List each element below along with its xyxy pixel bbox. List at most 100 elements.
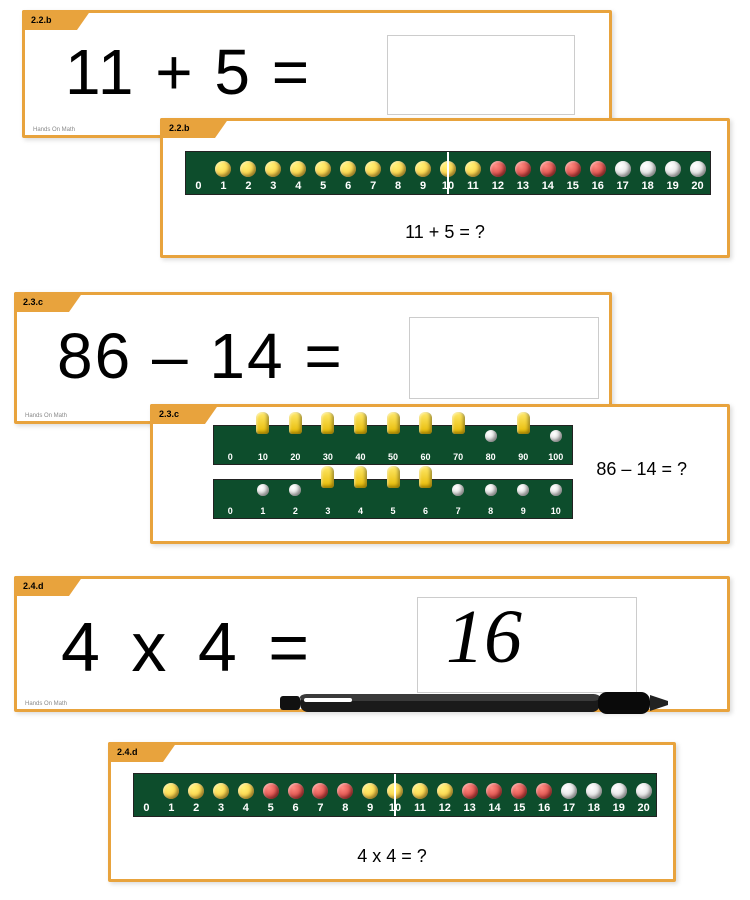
bead-yellow: [437, 783, 453, 799]
bead-red: [312, 783, 328, 799]
bead-white: [289, 484, 301, 496]
bead-white: [636, 783, 652, 799]
answer-box[interactable]: [409, 317, 599, 399]
footer-brand: Hands On Math: [25, 413, 67, 419]
abacus-label: 15: [513, 802, 525, 814]
abacus-label: 8: [488, 506, 493, 516]
footer-brand: Hands On Math: [25, 701, 67, 707]
abacus-label: 5: [268, 802, 274, 814]
bead-red: [490, 161, 506, 177]
abacus-label: 5: [320, 180, 326, 192]
sub-equation: 11 + 5 = ?: [163, 222, 727, 243]
abacus-label: 16: [538, 802, 550, 814]
bead-yellow: [240, 161, 256, 177]
abacus-label: 9: [420, 180, 426, 192]
footer-brand: Hands On Math: [33, 127, 75, 133]
abacus-label: 20: [290, 452, 300, 462]
bead-yellow: [265, 161, 281, 177]
bead-yellow: [465, 161, 481, 177]
abacus-label: 19: [666, 180, 678, 192]
peg-yellow: [321, 412, 334, 434]
bead-red: [565, 161, 581, 177]
sub-equation: 4 x 4 = ?: [111, 846, 673, 867]
peg-yellow: [387, 466, 400, 488]
abacus-label: 11: [467, 180, 479, 192]
card-code: 2.4.d: [23, 581, 44, 591]
abacus-label: 17: [617, 180, 629, 192]
card-code: 2.4.d: [117, 747, 138, 757]
bead-red: [540, 161, 556, 177]
abacus-label: 14: [488, 802, 500, 814]
abacus-label: 2: [245, 180, 251, 192]
abacus-label: 9: [367, 802, 373, 814]
card-code: 2.3.c: [159, 409, 179, 419]
abacus-label: 6: [423, 506, 428, 516]
bead-white: [485, 430, 497, 442]
abacus-label: 16: [592, 180, 604, 192]
abacus-label: 9: [521, 506, 526, 516]
bead-white: [665, 161, 681, 177]
abacus-label: 3: [325, 506, 330, 516]
bead-red: [263, 783, 279, 799]
peg-yellow: [354, 466, 367, 488]
abacus-label: 14: [542, 180, 554, 192]
abacus-label: 11: [414, 802, 426, 814]
abacus-label: 10: [258, 452, 268, 462]
abacus-label: 0: [228, 452, 233, 462]
bead-white: [517, 484, 529, 496]
bead-yellow: [415, 161, 431, 177]
side-equation: 86 – 14 = ?: [596, 459, 687, 480]
card-addition-back: 2.2.b 01234567891011121314151617181920 1…: [160, 118, 730, 258]
bead-red: [511, 783, 527, 799]
peg-yellow: [517, 412, 530, 434]
peg-yellow: [354, 412, 367, 434]
bead-yellow: [213, 783, 229, 799]
abacus-label: 60: [421, 452, 431, 462]
abacus-label: 0: [195, 180, 201, 192]
abacus-label: 90: [518, 452, 528, 462]
bead-yellow: [365, 161, 381, 177]
abacus-strip-tens: 0102030405060708090100: [213, 425, 573, 465]
bead-yellow: [340, 161, 356, 177]
abacus-label: 8: [342, 802, 348, 814]
abacus-strip: 01234567891011121314151617181920: [185, 151, 711, 195]
peg-yellow: [256, 412, 269, 434]
answer-box[interactable]: [387, 35, 575, 115]
equation-text: 4 x 4 =: [61, 607, 315, 687]
answer-box[interactable]: 16: [417, 597, 637, 693]
card-code: 2.3.c: [23, 297, 43, 307]
abacus-label: 0: [143, 802, 149, 814]
abacus-label: 40: [355, 452, 365, 462]
peg-yellow: [289, 412, 302, 434]
bead-yellow: [188, 783, 204, 799]
bead-red: [536, 783, 552, 799]
peg-yellow: [419, 412, 432, 434]
abacus-label: 100: [548, 452, 563, 462]
abacus-label: 5: [391, 506, 396, 516]
abacus-label: 18: [588, 802, 600, 814]
marker-pen: [280, 690, 670, 716]
abacus-label: 12: [439, 802, 451, 814]
bead-yellow: [215, 161, 231, 177]
bead-white: [586, 783, 602, 799]
peg-yellow: [419, 466, 432, 488]
abacus-label: 6: [345, 180, 351, 192]
bead-red: [486, 783, 502, 799]
bead-yellow: [238, 783, 254, 799]
equation-text: 11 + 5 =: [65, 35, 311, 109]
abacus-label: 19: [613, 802, 625, 814]
peg-yellow: [321, 466, 334, 488]
bead-white: [690, 161, 706, 177]
bead-red: [288, 783, 304, 799]
abacus-label: 7: [370, 180, 376, 192]
bead-white: [615, 161, 631, 177]
abacus-label: 1: [168, 802, 174, 814]
bead-white: [257, 484, 269, 496]
abacus-label: 4: [358, 506, 363, 516]
card-multiplication-back: 2.4.d 01234567891011121314151617181920 4…: [108, 742, 676, 882]
abacus-label: 70: [453, 452, 463, 462]
abacus-label: 1: [220, 180, 226, 192]
abacus-strip-ones: 012345678910: [213, 479, 573, 519]
card-subtraction-back: 2.3.c 0102030405060708090100 01234567891…: [150, 404, 730, 544]
abacus-strip: 01234567891011121314151617181920: [133, 773, 657, 817]
